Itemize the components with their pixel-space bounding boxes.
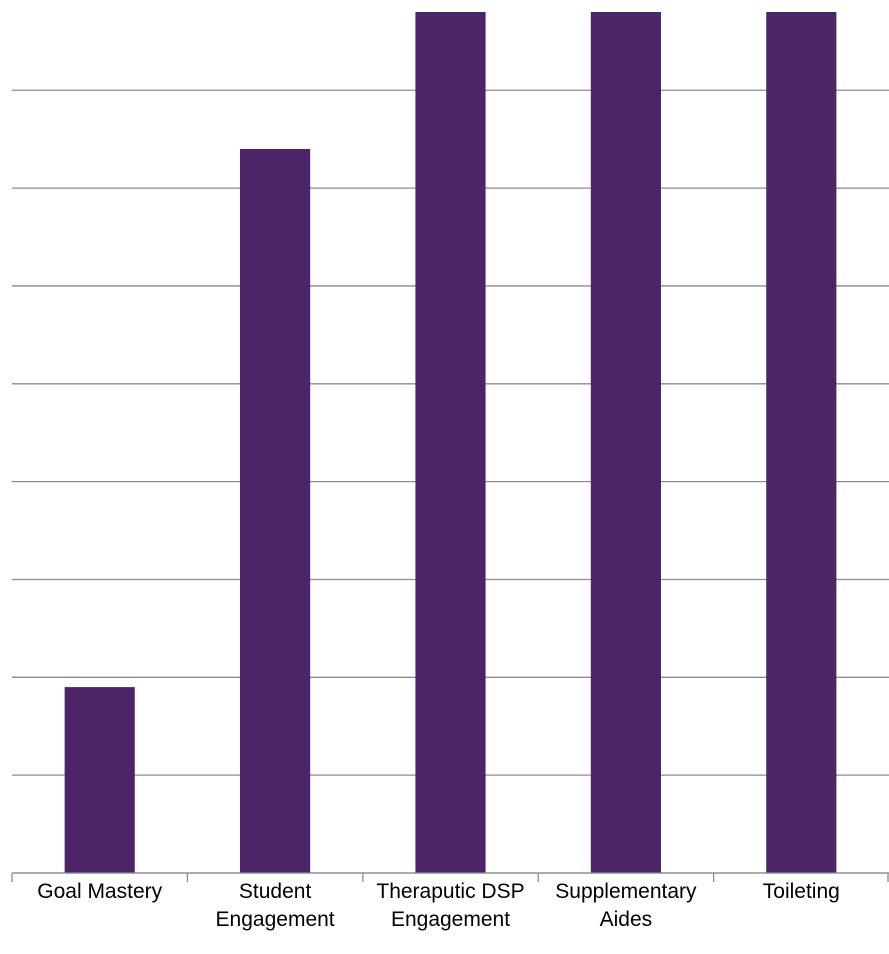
x-tick-label-0-line-0: Goal Mastery xyxy=(37,880,162,903)
bar-0 xyxy=(64,687,135,873)
x-axis xyxy=(11,872,889,882)
bar-2 xyxy=(415,12,486,873)
x-tick-label-1-line-1: Engagement xyxy=(216,908,335,931)
x-tick-label-2: Theraputic DSP Engagement xyxy=(376,880,524,931)
x-tick-labels: Goal Mastery Student EngagementTheraputic … xyxy=(37,880,840,931)
x-tick-label-3: Supplementary Aides xyxy=(555,880,697,931)
x-tick-label-3-line-1: Aides xyxy=(600,908,653,931)
bars xyxy=(64,12,837,873)
x-tick-label-1: Student Engagement xyxy=(216,880,335,931)
x-tick-label-3-line-0: Supplementary xyxy=(555,880,697,903)
bar-3 xyxy=(590,12,661,873)
bar-1 xyxy=(240,148,311,873)
x-tick-label-2-line-1: Engagement xyxy=(391,908,510,931)
x-tick-label-4: Toileting xyxy=(763,880,840,903)
x-tick-label-4-line-0: Toileting xyxy=(763,880,840,903)
x-tick-label-2-line-0: Theraputic DSP xyxy=(376,880,524,903)
x-tick-label-0: Goal Mastery xyxy=(37,880,162,903)
bar-4 xyxy=(766,12,837,873)
x-tick-label-1-line-0: Student xyxy=(239,880,312,903)
